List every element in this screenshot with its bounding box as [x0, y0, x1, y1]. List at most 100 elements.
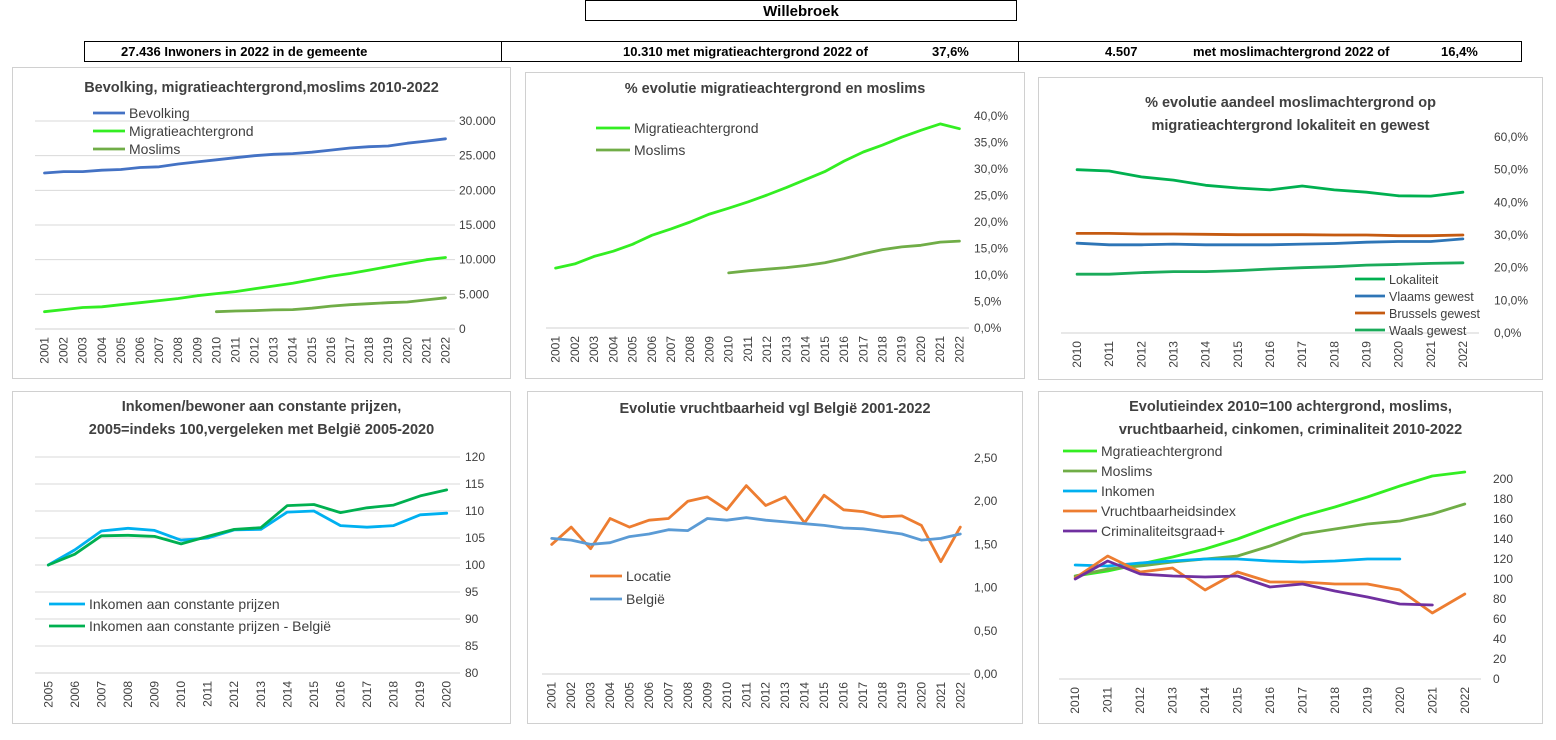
x-tick-label: 2014 — [1199, 341, 1213, 368]
x-tick-label: 2015 — [817, 682, 831, 709]
x-tick-label: 2014 — [799, 336, 813, 363]
y-tick-label: 10,0% — [974, 268, 1008, 282]
x-tick-label: 2013 — [267, 337, 281, 364]
y-tick-label: 115 — [465, 477, 484, 491]
legend-label: Waals gewest — [1389, 324, 1467, 338]
x-tick-label: 2015 — [1231, 687, 1245, 714]
y-tick-label: 200 — [1493, 472, 1513, 486]
x-tick-label: 2006 — [133, 337, 147, 364]
y-tick-label: 0,0% — [974, 321, 1002, 335]
x-tick-label: 2014 — [286, 337, 300, 364]
x-tick-label: 2009 — [148, 681, 162, 708]
c6-svg: Evolutieindex 2010=100 achtergrond, mosl… — [1059, 399, 1513, 714]
x-tick-label: 2016 — [324, 337, 338, 364]
y-tick-label: 2,50 — [974, 451, 998, 465]
x-tick-label: 2018 — [1327, 341, 1341, 368]
x-tick-label: 2022 — [953, 682, 967, 709]
y-tick-label: 0 — [1493, 672, 1500, 686]
y-tick-label: 0,0% — [1494, 326, 1522, 340]
x-tick-label: 2019 — [895, 336, 909, 363]
legend-label: België — [626, 591, 665, 607]
y-tick-label: 5.000 — [459, 287, 489, 301]
x-tick-label: 2019 — [895, 682, 909, 709]
legend-label: Locatie — [626, 568, 671, 584]
x-tick-label: 2008 — [171, 337, 185, 364]
y-tick-label: 0 — [459, 322, 466, 336]
x-tick-label: 2005 — [114, 337, 128, 364]
x-tick-label: 2010 — [720, 682, 734, 709]
legend-label: Vruchtbaarheidsindex — [1101, 503, 1236, 519]
x-tick-label: 2014 — [280, 681, 294, 708]
y-tick-label: 80 — [1493, 592, 1507, 606]
x-tick-label: 2011 — [228, 337, 242, 363]
x-tick-label: 2016 — [1263, 687, 1277, 714]
x-tick-label: 2012 — [227, 681, 241, 708]
x-tick-label: 2020 — [400, 337, 414, 364]
x-tick-label: 2012 — [248, 337, 262, 364]
x-tick-label: 2008 — [681, 682, 695, 709]
x-tick-label: 2010 — [1070, 341, 1084, 368]
x-tick-label: 2011 — [741, 336, 755, 362]
series-line-moslims — [1073, 502, 1467, 578]
x-tick-label: 2016 — [837, 336, 851, 363]
y-tick-label: 105 — [465, 531, 485, 545]
x-tick-label: 2010 — [174, 681, 188, 708]
x-tick-label: 2009 — [700, 682, 714, 709]
x-tick-label: 2006 — [645, 336, 659, 363]
x-tick-label: 2003 — [587, 336, 601, 363]
x-tick-label: 2020 — [914, 682, 928, 709]
y-tick-label: 20.000 — [459, 183, 496, 197]
x-tick-label: 2002 — [568, 336, 582, 363]
x-tick-label: 2012 — [1134, 341, 1148, 368]
series-line-inkomen — [1073, 557, 1402, 568]
x-tick-label: 2015 — [305, 337, 319, 364]
chart-index: Evolutieindex 2010=100 achtergrond, mosl… — [1038, 391, 1543, 724]
series-line-lokaliteit — [1075, 168, 1465, 198]
x-tick-label: 2004 — [603, 682, 617, 709]
x-tick-label: 2013 — [1167, 341, 1181, 368]
y-tick-label: 1,50 — [974, 537, 998, 551]
x-tick-label: 2016 — [1263, 341, 1277, 368]
x-tick-label: 2003 — [584, 682, 598, 709]
x-tick-label: 2007 — [664, 336, 678, 363]
y-tick-label: 80 — [465, 666, 479, 680]
series-line-migratieachtergrond — [43, 256, 447, 314]
x-tick-label: 2019 — [413, 681, 427, 708]
x-tick-label: 2012 — [759, 682, 773, 709]
x-tick-label: 2020 — [914, 336, 928, 363]
chart-title: 2005=indeks 100,vergeleken met België 20… — [89, 422, 434, 438]
y-tick-label: 1,00 — [974, 581, 998, 595]
y-tick-label: 20 — [1493, 652, 1507, 666]
y-tick-label: 85 — [465, 639, 479, 653]
x-tick-label: 2017 — [343, 337, 357, 364]
x-tick-label: 2021 — [1425, 687, 1439, 714]
x-tick-label: 2006 — [68, 681, 82, 708]
x-tick-label: 2010 — [1068, 687, 1082, 714]
x-tick-label: 2011 — [201, 681, 215, 707]
y-tick-label: 180 — [1493, 492, 1513, 506]
x-tick-label: 2002 — [564, 682, 578, 709]
y-tick-label: 120 — [1493, 552, 1513, 566]
series-line-vruchtbaarheidsindex — [1073, 554, 1467, 615]
y-tick-label: 0,00 — [974, 667, 998, 681]
y-tick-label: 40 — [1493, 632, 1507, 646]
y-tick-label: 30,0% — [974, 162, 1008, 176]
x-tick-label: 2022 — [1458, 687, 1472, 714]
x-tick-label: 2008 — [121, 681, 135, 708]
legend-label: Inkomen aan constante prijzen - België — [89, 618, 331, 634]
x-tick-label: 2015 — [1231, 341, 1245, 368]
legend-label: Mgratieachtergrond — [1101, 443, 1222, 459]
inhabitants-info: 27.436 Inwoners in 2022 in de gemeente — [121, 44, 368, 59]
chart-population: Bevolking, migratieachtergrond,moslims 2… — [12, 67, 511, 379]
x-tick-label: 2002 — [57, 337, 71, 364]
migration-pct: 37,6% — [932, 44, 969, 59]
x-tick-label: 2006 — [642, 682, 656, 709]
x-tick-label: 2013 — [778, 682, 792, 709]
y-tick-label: 60 — [1493, 612, 1507, 626]
y-tick-label: 20,0% — [1494, 261, 1528, 275]
x-tick-label: 2001 — [549, 336, 563, 363]
legend-label: Bevolking — [129, 105, 190, 121]
x-tick-label: 2021 — [933, 336, 947, 363]
series-line-brussels-gewest — [1075, 232, 1465, 238]
muslim-pct: 16,4% — [1441, 44, 1478, 59]
